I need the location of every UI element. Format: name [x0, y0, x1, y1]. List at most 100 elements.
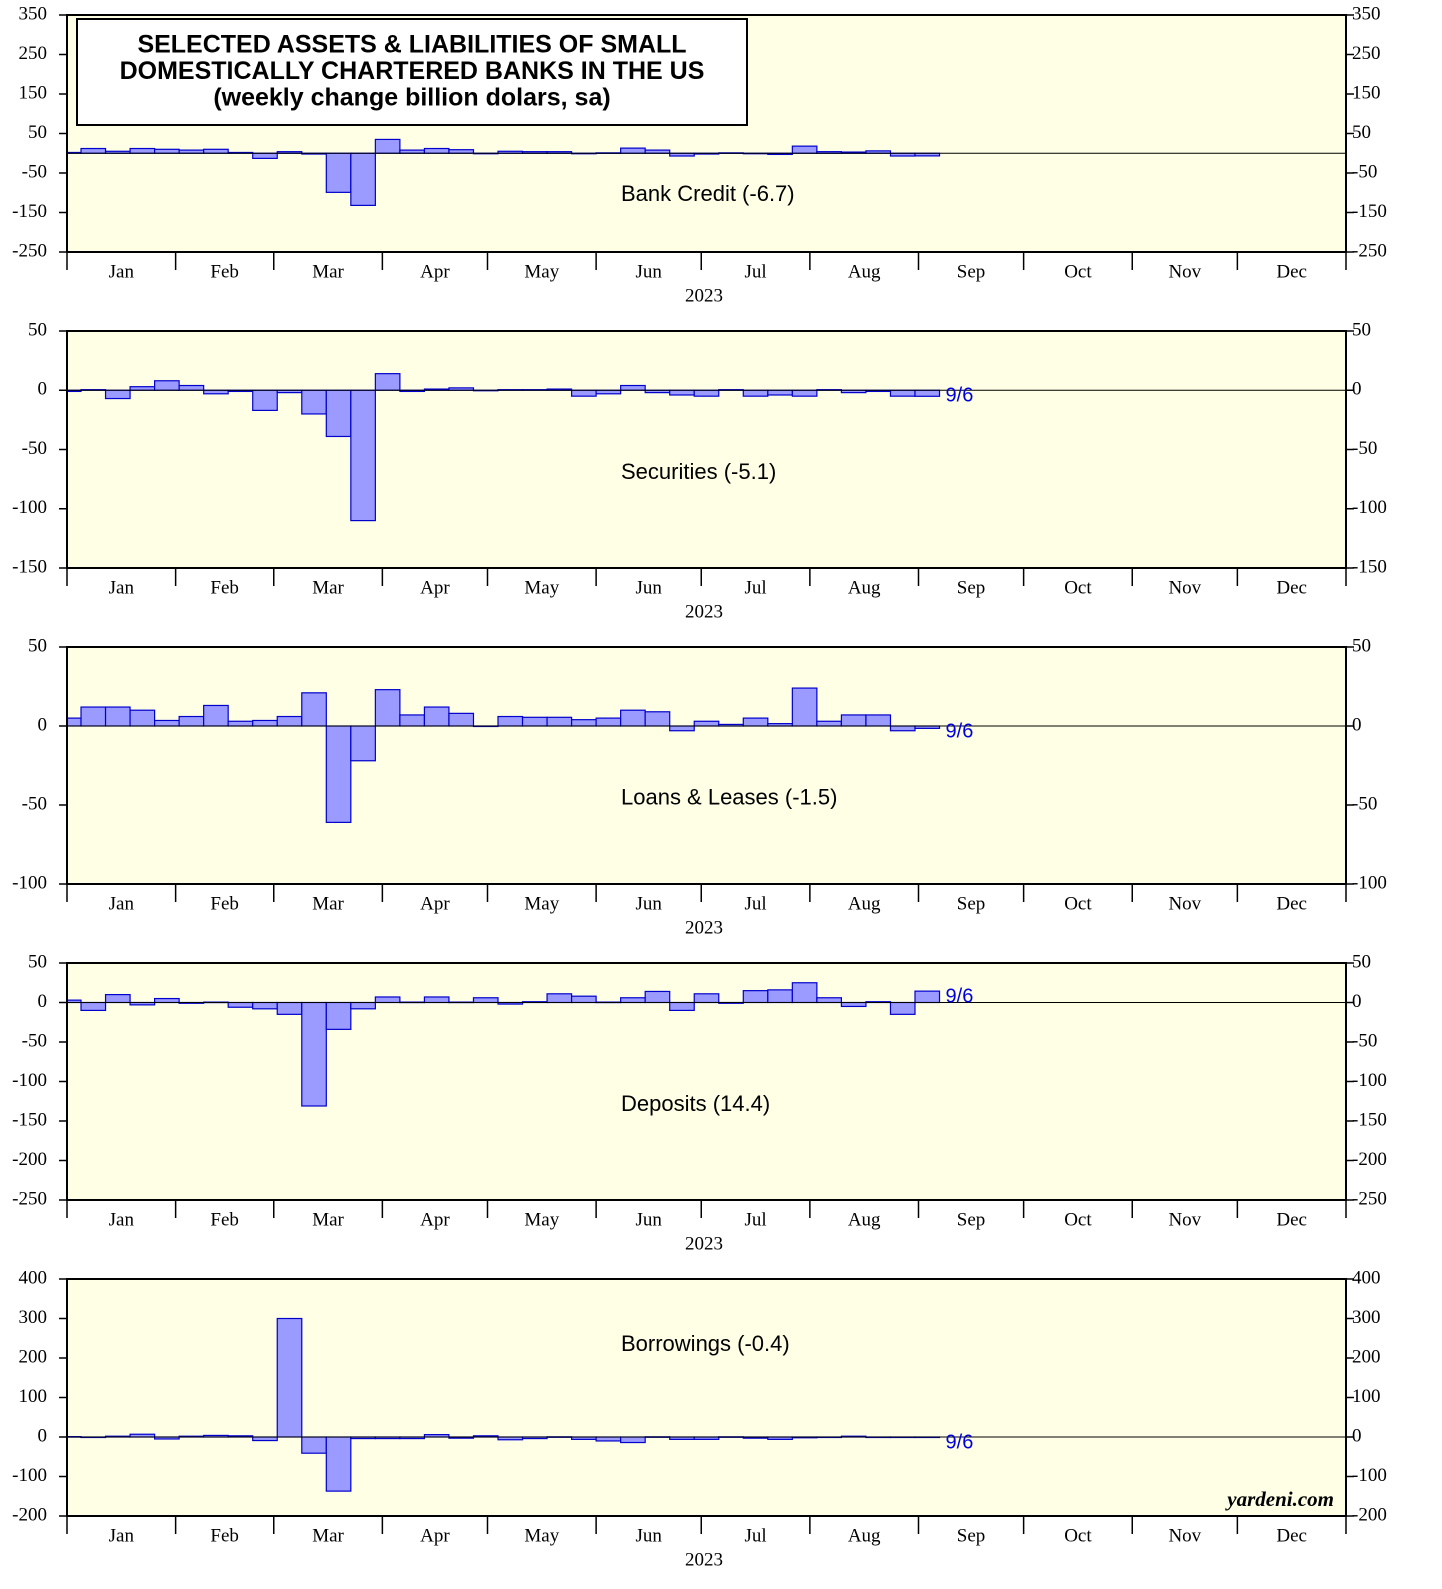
month-label: Jun: [635, 261, 662, 282]
month-label: Jan: [109, 1209, 135, 1230]
bar: [570, 995, 597, 1004]
y-tick-label: 50: [28, 951, 47, 972]
y2-tick-label: 100: [1352, 1386, 1381, 1407]
bar: [791, 982, 818, 1004]
bar: [840, 714, 867, 727]
month-label: Mar: [312, 261, 344, 282]
plot-frame: [66, 646, 1347, 885]
month-label: Jul: [744, 893, 766, 914]
y2-tick-label: 200: [1352, 1346, 1381, 1367]
month-label: Sep: [957, 577, 986, 598]
month-label: Dec: [1276, 1525, 1307, 1546]
month-label: Oct: [1064, 1209, 1092, 1230]
month-label: Jul: [744, 261, 766, 282]
month-label: May: [524, 893, 559, 914]
plot-area: [67, 331, 1346, 568]
bar: [742, 389, 769, 397]
month-label: May: [524, 1525, 559, 1546]
bar: [693, 720, 720, 727]
month-label: Mar: [312, 1209, 344, 1230]
y2-tick-label: -200: [1352, 1149, 1387, 1170]
month-label: Dec: [1276, 261, 1307, 282]
bar: [620, 997, 646, 1004]
bar: [669, 1001, 695, 1012]
month-label: Sep: [957, 1525, 986, 1546]
y2-tick-label: 300: [1352, 1307, 1381, 1328]
y-tick-label: -200: [12, 1149, 47, 1170]
title-box: [76, 18, 748, 126]
bar: [276, 1001, 303, 1015]
bar: [816, 997, 843, 1004]
month-label: Aug: [848, 893, 881, 914]
bar: [80, 1001, 107, 1012]
series-label: Securities (-5.1): [621, 459, 776, 484]
y2-tick-label: -50: [1352, 1030, 1377, 1051]
month-label: Oct: [1064, 893, 1092, 914]
bar: [570, 389, 597, 397]
y2-tick-label: -250: [1352, 1188, 1387, 1209]
bar: [620, 147, 646, 154]
y2-tick-label: -50: [1352, 161, 1377, 182]
bar: [865, 714, 892, 727]
y2-tick-label: -50: [1352, 793, 1377, 814]
bar: [423, 996, 450, 1004]
month-label: Nov: [1168, 261, 1201, 282]
y2-tick-label: -150: [1352, 201, 1387, 222]
bar: [889, 1001, 916, 1015]
end-label: 9/6: [946, 985, 974, 1007]
y-tick-label: -50: [22, 793, 47, 814]
bar: [252, 1001, 278, 1010]
month-label: Jan: [109, 893, 135, 914]
y-tick-label: 50: [28, 319, 47, 340]
bar: [301, 389, 327, 415]
bar: [203, 704, 229, 727]
month-label: Feb: [210, 893, 239, 914]
month-label: Dec: [1276, 577, 1307, 598]
y-tick-label: -250: [12, 1188, 47, 1209]
y2-tick-label: -200: [1352, 1504, 1387, 1525]
bar: [595, 1436, 622, 1442]
end-label: 9/6: [946, 1431, 974, 1453]
y2-tick-label: -100: [1352, 1465, 1387, 1486]
month-label: Apr: [420, 1209, 450, 1230]
bar: [227, 720, 254, 727]
bar: [325, 152, 352, 193]
month-label: Jun: [635, 1525, 662, 1546]
bar: [129, 386, 156, 391]
bar: [521, 716, 548, 727]
bar: [104, 993, 131, 1004]
month-label: Jan: [109, 1525, 135, 1546]
bar: [546, 716, 573, 727]
y2-tick-label: 150: [1352, 82, 1381, 103]
month-label: Sep: [957, 1209, 986, 1230]
bar: [325, 1001, 352, 1030]
month-label: Feb: [210, 261, 239, 282]
y-tick-label: 0: [38, 379, 48, 400]
y-tick-label: -200: [12, 1504, 47, 1525]
y2-tick-label: -100: [1352, 872, 1387, 893]
series-label: Borrowings (-0.4): [621, 1331, 790, 1356]
bar: [66, 717, 82, 727]
bar: [669, 389, 695, 396]
bar: [301, 692, 327, 727]
chart-title: DOMESTICALLY CHARTERED BANKS IN THE US: [120, 57, 705, 85]
y2-tick-label: -150: [1352, 556, 1387, 577]
y2-tick-label: 50: [1352, 951, 1371, 972]
bar: [889, 725, 916, 732]
bar: [80, 147, 107, 154]
y-tick-label: 0: [38, 714, 48, 735]
chart-title: (weekly change billion dolars, sa): [213, 84, 610, 112]
y2-tick-label: 50: [1352, 122, 1371, 143]
month-label: Mar: [312, 577, 344, 598]
y-tick-label: 350: [19, 3, 48, 24]
bar: [472, 997, 499, 1004]
bar: [374, 373, 401, 391]
y-tick-label: 100: [19, 1386, 48, 1407]
bar: [301, 1436, 327, 1454]
y2-tick-label: 250: [1352, 43, 1381, 64]
month-label: May: [524, 1209, 559, 1230]
bar: [423, 147, 450, 154]
month-label: Jan: [109, 261, 135, 282]
bar: [914, 389, 941, 397]
bar: [325, 1436, 352, 1492]
